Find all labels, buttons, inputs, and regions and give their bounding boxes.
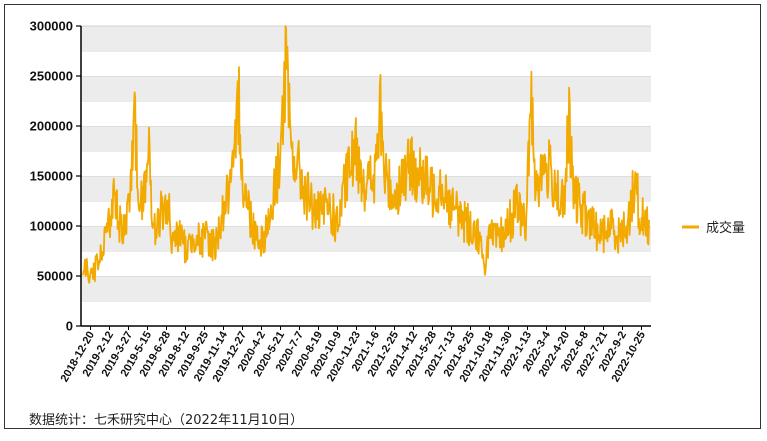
y-tick-label: 50000 [37, 269, 73, 284]
y-tick-label: 200000 [30, 119, 73, 134]
grid-band [81, 226, 651, 251]
y-tick-label: 250000 [30, 69, 73, 84]
grid-band [81, 251, 651, 276]
grid-band [81, 151, 651, 176]
grid-band [81, 51, 651, 76]
chart-frame: 0 50000 100000 150000 200000 250000 300000 2018… [4, 4, 761, 429]
source-note: 数据统计：七禾研究中心（2022年11月10日） [29, 413, 304, 428]
grid-band [81, 126, 651, 151]
legend-label: 成交量 [706, 220, 745, 236]
y-tick-label: 300000 [30, 19, 73, 34]
y-tick-label: 0 [66, 319, 73, 334]
chart-svg: 0500001000001500002000002500003000002018… [30, 19, 745, 385]
grid-band [81, 101, 651, 126]
y-tick-label: 150000 [30, 169, 73, 184]
series-line [82, 25, 650, 284]
grid-band [81, 76, 651, 101]
y-tick-label: 100000 [30, 219, 73, 234]
grid-band [81, 276, 651, 301]
grid-band [81, 26, 651, 51]
grid-band [81, 301, 651, 326]
